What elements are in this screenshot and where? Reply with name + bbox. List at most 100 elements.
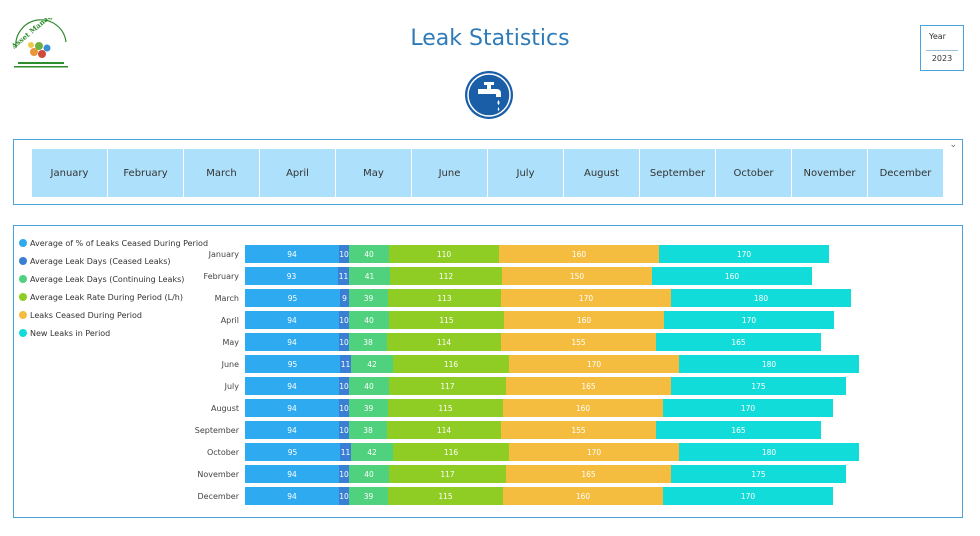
chevron-down-icon[interactable]: ⌄ xyxy=(949,140,957,150)
bar-segment[interactable] xyxy=(509,443,679,461)
bar-segment[interactable] xyxy=(671,377,846,395)
bar-segment[interactable] xyxy=(389,377,506,395)
bar-segment[interactable] xyxy=(503,399,663,417)
bar-segment[interactable] xyxy=(245,289,340,307)
bar-segment[interactable] xyxy=(349,399,388,417)
bar-segment[interactable] xyxy=(504,311,664,329)
bar-segment[interactable] xyxy=(503,487,663,505)
bar-segment[interactable] xyxy=(663,399,833,417)
month-button-april[interactable]: April xyxy=(260,149,335,197)
bar-segment[interactable] xyxy=(349,465,389,483)
bar-segment[interactable] xyxy=(387,421,501,439)
bar-segment[interactable] xyxy=(351,355,393,373)
bar-segment[interactable] xyxy=(349,311,389,329)
bar-segment[interactable] xyxy=(349,421,387,439)
bar-segment[interactable] xyxy=(387,333,501,351)
bar-segment[interactable] xyxy=(390,267,502,285)
legend-item[interactable]: Average Leak Rate During Period (L/h) xyxy=(19,288,208,306)
data-label: 40 xyxy=(364,470,374,479)
bar-segment[interactable] xyxy=(245,355,340,373)
bar-segment[interactable] xyxy=(679,443,859,461)
bar-segment[interactable] xyxy=(393,355,509,373)
category-label: July xyxy=(224,382,240,391)
bar-segment[interactable] xyxy=(245,487,339,505)
bar-segment[interactable] xyxy=(659,245,829,263)
month-button-january[interactable]: January xyxy=(32,149,107,197)
bar-segment[interactable] xyxy=(339,399,349,417)
bar-segment[interactable] xyxy=(506,465,671,483)
bar-segment[interactable] xyxy=(245,377,339,395)
bar-segment[interactable] xyxy=(389,465,506,483)
bar-segment[interactable] xyxy=(245,399,339,417)
bar-segment[interactable] xyxy=(349,245,389,263)
bar-segment[interactable] xyxy=(671,289,851,307)
month-button-june[interactable]: June xyxy=(412,149,487,197)
bar-segment[interactable] xyxy=(245,267,338,285)
month-button-september[interactable]: September xyxy=(640,149,715,197)
legend-item[interactable]: New Leaks in Period xyxy=(19,324,208,342)
legend-label: Average Leak Days (Continuing Leaks) xyxy=(30,274,185,284)
year-filter[interactable]: Year 2023 xyxy=(920,25,964,71)
bar-segment[interactable] xyxy=(351,443,393,461)
legend-item[interactable]: Average Leak Days (Continuing Leaks) xyxy=(19,270,208,288)
bar-segment[interactable] xyxy=(339,465,349,483)
bar-segment[interactable] xyxy=(245,421,339,439)
bar-segment[interactable] xyxy=(389,245,499,263)
bar-segment[interactable] xyxy=(656,421,821,439)
bar-segment[interactable] xyxy=(339,377,349,395)
category-label: August xyxy=(211,404,239,413)
bar-segment[interactable] xyxy=(245,443,340,461)
bar-segment[interactable] xyxy=(245,311,339,329)
page-title: Leak Statistics xyxy=(410,26,570,51)
bar-segment[interactable] xyxy=(509,355,679,373)
bar-segment[interactable] xyxy=(501,421,656,439)
bar-segment[interactable] xyxy=(349,487,388,505)
bar-segment[interactable] xyxy=(339,421,349,439)
year-filter-value[interactable]: 2023 xyxy=(926,50,958,63)
bar-segment[interactable] xyxy=(502,267,652,285)
legend-item[interactable]: Leaks Ceased During Period xyxy=(19,306,208,324)
bar-segment[interactable] xyxy=(499,245,659,263)
legend-item[interactable]: Average Leak Days (Ceased Leaks) xyxy=(19,252,208,270)
bar-segment[interactable] xyxy=(671,465,846,483)
legend-swatch xyxy=(19,329,27,337)
month-slicer-buttons: January February March April May June July Augu… xyxy=(32,149,944,197)
bar-segment[interactable] xyxy=(340,355,351,373)
bar-segment[interactable] xyxy=(652,267,812,285)
bar-segment[interactable] xyxy=(389,311,504,329)
month-button-october[interactable]: October xyxy=(716,149,791,197)
bar-segment[interactable] xyxy=(339,487,349,505)
bar-segment[interactable] xyxy=(388,487,503,505)
month-button-july[interactable]: July xyxy=(488,149,563,197)
month-button-march[interactable]: March xyxy=(184,149,259,197)
month-button-november[interactable]: November xyxy=(792,149,867,197)
bar-segment[interactable] xyxy=(664,311,834,329)
bar-segment[interactable] xyxy=(506,377,671,395)
legend-item[interactable]: Average of % of Leaks Ceased During Peri… xyxy=(19,234,208,252)
bar-segment[interactable] xyxy=(245,245,339,263)
bar-segment[interactable] xyxy=(663,487,833,505)
month-button-may[interactable]: May xyxy=(336,149,411,197)
bar-segment[interactable] xyxy=(340,289,349,307)
bar-segment[interactable] xyxy=(501,289,671,307)
bar-segment[interactable] xyxy=(393,443,509,461)
month-button-february[interactable]: February xyxy=(108,149,183,197)
bar-segment[interactable] xyxy=(501,333,656,351)
bar-segment[interactable] xyxy=(245,333,339,351)
bar-segment[interactable] xyxy=(338,267,349,285)
bar-segment[interactable] xyxy=(388,289,501,307)
bar-segment[interactable] xyxy=(349,267,390,285)
month-button-august[interactable]: August xyxy=(564,149,639,197)
bar-segment[interactable] xyxy=(349,333,387,351)
bar-segment[interactable] xyxy=(339,245,349,263)
bar-segment[interactable] xyxy=(656,333,821,351)
bar-segment[interactable] xyxy=(339,333,349,351)
bar-segment[interactable] xyxy=(349,377,389,395)
bar-segment[interactable] xyxy=(339,311,349,329)
bar-segment[interactable] xyxy=(340,443,351,461)
month-button-december[interactable]: December xyxy=(868,149,943,197)
bar-segment[interactable] xyxy=(349,289,388,307)
bar-segment[interactable] xyxy=(245,465,339,483)
bar-segment[interactable] xyxy=(388,399,503,417)
bar-segment[interactable] xyxy=(679,355,859,373)
